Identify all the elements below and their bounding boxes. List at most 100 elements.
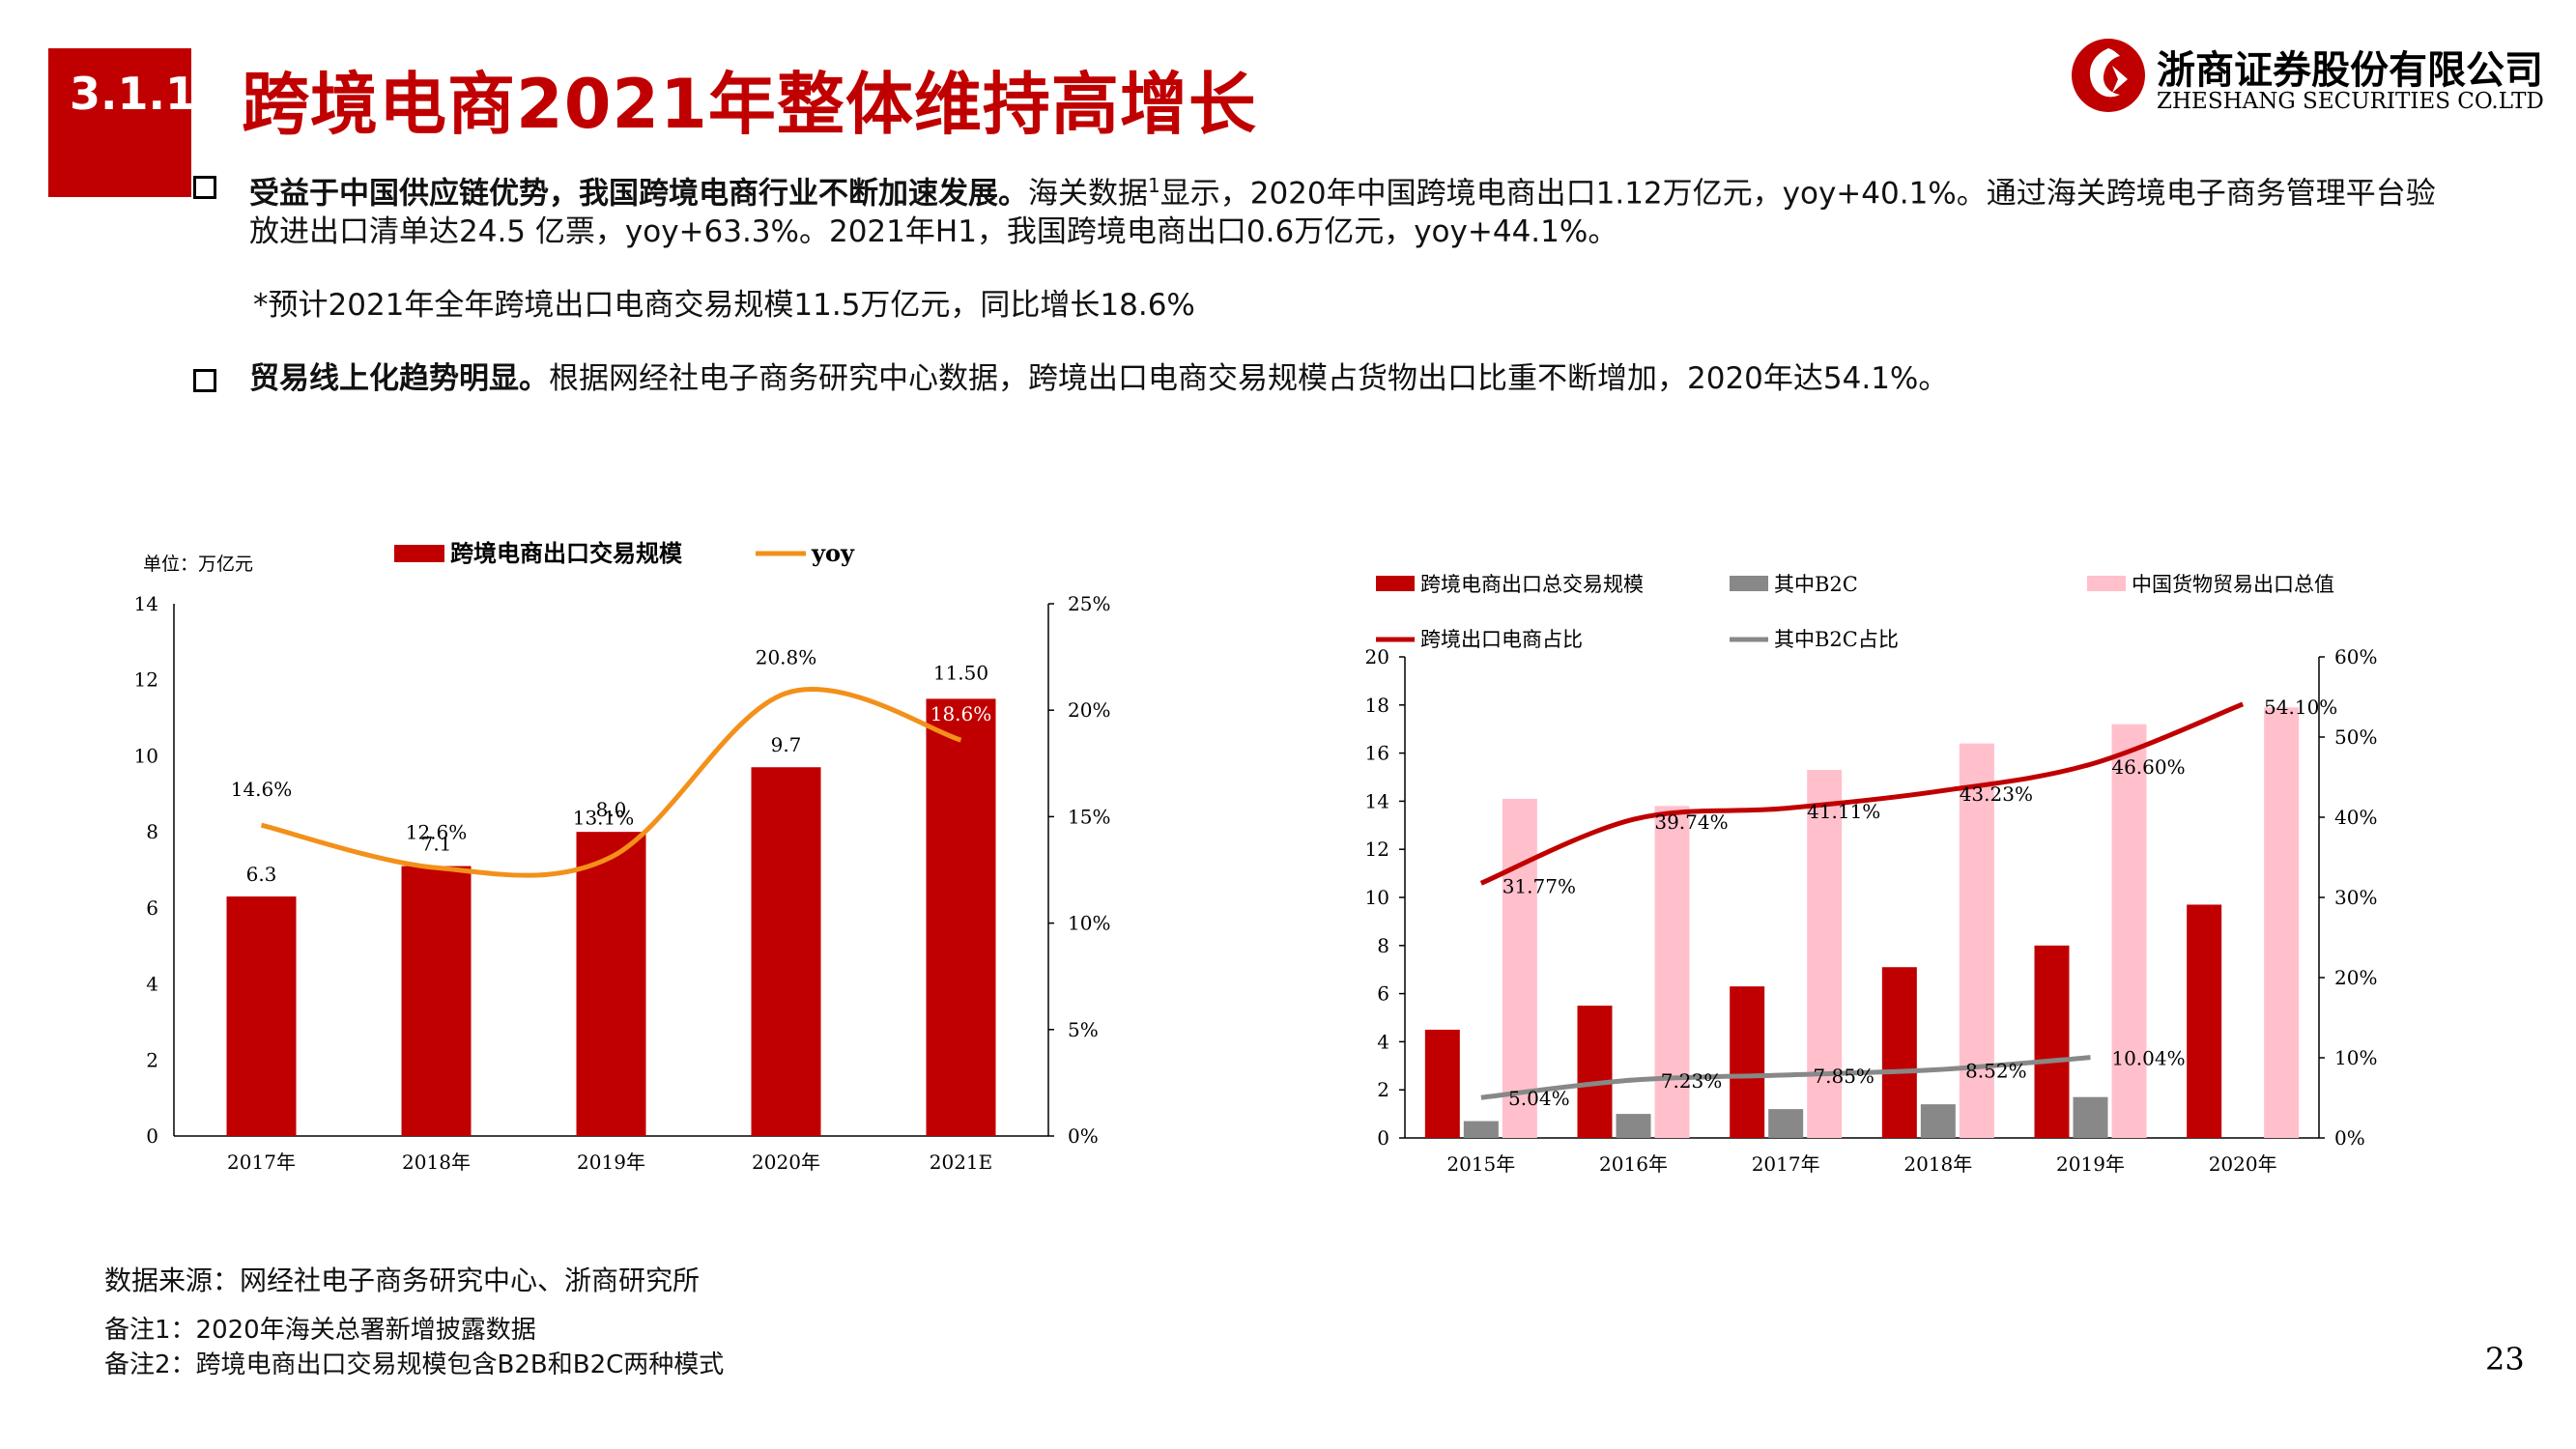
bar-value-label: 11.50 bbox=[933, 661, 988, 684]
footnote-2: 备注2：跨境电商出口交易规模包含B2B和B2C两种模式 bbox=[104, 1350, 725, 1379]
legend-swatch-total bbox=[1376, 576, 1415, 591]
share-value-label: 41.11% bbox=[1807, 800, 1880, 823]
bar-goods-export bbox=[1502, 798, 1537, 1138]
unit-label: 单位：万亿元 bbox=[143, 554, 253, 575]
y-tick-right-label: 10% bbox=[1068, 912, 1110, 935]
section-number: 3.1.1 bbox=[70, 68, 196, 120]
bar-total-scale bbox=[2034, 945, 2070, 1138]
x-tick-label: 2021E bbox=[930, 1151, 993, 1174]
bar-total-scale bbox=[1881, 967, 1917, 1138]
bar-goods-export bbox=[1654, 806, 1690, 1138]
section-number-box: 3.1.1 bbox=[48, 48, 196, 197]
bullet-2-text: 根据网经社电子商务研究中心数据，跨境出口电商交易规模占货物出口比重不断增加，20… bbox=[549, 361, 1949, 396]
b2c-share-value-label: 10.04% bbox=[2111, 1047, 2185, 1070]
x-tick-label: 2017年 bbox=[1752, 1152, 1820, 1176]
bar-export-scale bbox=[926, 698, 996, 1136]
bar-b2c bbox=[1616, 1114, 1651, 1138]
legend-label-b2c-share: 其中B2C占比 bbox=[1774, 628, 1899, 651]
y-tick-right-label: 10% bbox=[2334, 1046, 2377, 1069]
bullet-square-icon bbox=[193, 369, 216, 392]
y-tick-left-label: 18 bbox=[1365, 694, 1389, 717]
b2c-share-value-label: 7.23% bbox=[1661, 1069, 1723, 1093]
page-number: 23 bbox=[2485, 1341, 2525, 1378]
legend-swatch-bar bbox=[394, 545, 444, 562]
y-tick-left-label: 0 bbox=[146, 1124, 158, 1148]
share-line bbox=[1479, 701, 2245, 886]
y-tick-left-label: 16 bbox=[1365, 742, 1389, 765]
chart-export-scale: 0 2 4 6 8 10 12 14 0% 5% 10% 15% 20% 25% 单位：万亿元 6.3 7.1 8… bbox=[134, 539, 1111, 1174]
footnote-ref: 1 bbox=[1148, 174, 1160, 197]
y-tick-left-label: 0 bbox=[1377, 1126, 1389, 1150]
share-value-label: 54.10% bbox=[2264, 696, 2337, 719]
data-source: 数据来源：网经社电子商务研究中心、浙商研究所 bbox=[104, 1264, 701, 1296]
bullet-paragraph-1: 受益于中国供应链优势，我国跨境电商行业不断加速发展。海关数据1显示，2020年中… bbox=[249, 166, 2568, 251]
x-tick-label: 2018年 bbox=[402, 1151, 471, 1174]
zheshang-logo-icon bbox=[2072, 39, 2145, 112]
bullet-1-text-b: 显示，2020年中国跨境电商出口1.12万亿元，yoy+40.1%。通过海关跨境… bbox=[1159, 176, 2436, 212]
y-tick-right-label: 15% bbox=[1068, 805, 1110, 828]
y-tick-left-label: 10 bbox=[1365, 886, 1389, 909]
share-value-label: 39.74% bbox=[1654, 810, 1728, 834]
y-tick-left-label: 8 bbox=[146, 820, 158, 843]
estimate-note: *预计2021年全年跨境出口电商交易规模11.5万亿元，同比增长18.6% bbox=[253, 288, 1195, 323]
share-value-label: 46.60% bbox=[2111, 755, 2185, 779]
y-tick-right-label: 20% bbox=[2334, 966, 2377, 989]
bar-export-scale bbox=[226, 896, 297, 1136]
y-tick-left-label: 2 bbox=[1377, 1078, 1389, 1101]
y-tick-right-label: 0% bbox=[1068, 1124, 1099, 1148]
b2c-share-value-label: 5.04% bbox=[1508, 1087, 1570, 1110]
bar-export-scale bbox=[751, 767, 821, 1136]
bar-total-scale bbox=[1424, 1029, 1460, 1138]
bar-total-scale bbox=[2187, 904, 2222, 1138]
bar-export-scale bbox=[576, 832, 646, 1136]
bar-value-label: 6.3 bbox=[246, 863, 277, 886]
y-tick-left-label: 12 bbox=[134, 668, 158, 692]
footnote-1: 备注1：2020年海关总署新增披露数据 bbox=[104, 1316, 536, 1345]
yoy-value-label: 12.6% bbox=[406, 820, 468, 843]
x-tick-label: 2019年 bbox=[2056, 1152, 2125, 1176]
bar-goods-export bbox=[1959, 743, 1994, 1138]
bar-b2c bbox=[2073, 1096, 2108, 1138]
yoy-value-label: 20.8% bbox=[756, 646, 817, 669]
bar-b2c bbox=[1463, 1121, 1499, 1138]
y-tick-right-label: 40% bbox=[2334, 806, 2377, 829]
x-tick-label: 2016年 bbox=[1599, 1152, 1668, 1176]
y-tick-right-label: 25% bbox=[1068, 592, 1110, 615]
legend-swatch-goods bbox=[2087, 576, 2126, 591]
x-tick-label: 2017年 bbox=[227, 1151, 296, 1174]
y-tick-left-label: 6 bbox=[146, 896, 158, 920]
legend-swatch-b2c bbox=[1730, 576, 1768, 591]
legend-label-goods: 中国货物贸易出口总值 bbox=[2132, 573, 2334, 596]
bar-goods-export bbox=[2264, 707, 2300, 1138]
y-tick-left-label: 6 bbox=[1377, 982, 1389, 1006]
y-tick-right-label: 50% bbox=[2334, 725, 2377, 749]
bar-total-scale bbox=[1730, 986, 1765, 1138]
bullet-2-bold: 贸易线上化趋势明显。 bbox=[249, 361, 549, 396]
yoy-value-label: 14.6% bbox=[231, 778, 293, 801]
yoy-value-label: 13.1% bbox=[573, 806, 635, 829]
x-tick-label: 2018年 bbox=[1903, 1152, 1972, 1176]
bar-value-label: 7.1 bbox=[421, 833, 452, 856]
y-tick-left-label: 20 bbox=[1365, 645, 1389, 668]
legend-label-b2c: 其中B2C bbox=[1774, 573, 1858, 596]
bullet-1-line2: 放进出口清单达24.5 亿票，yoy+63.3%。2021年H1，我国跨境电商出… bbox=[249, 214, 1618, 250]
bar-total-scale bbox=[1577, 1006, 1613, 1138]
y-tick-left-label: 12 bbox=[1365, 838, 1389, 861]
chart-export-share: 0 2 4 6 8 10 12 14 16 18 20 0% 10% 20% 30% 40% 50% 60% 201… bbox=[1365, 573, 2378, 1176]
bar-export-scale bbox=[401, 866, 472, 1136]
y-tick-right-label: 30% bbox=[2334, 886, 2377, 909]
y-tick-right-label: 0% bbox=[2334, 1126, 2365, 1150]
y-tick-left-label: 10 bbox=[134, 744, 158, 767]
y-tick-left-label: 8 bbox=[1377, 934, 1389, 957]
x-tick-label: 2015年 bbox=[1446, 1152, 1515, 1176]
b2c-share-value-label: 8.52% bbox=[1965, 1059, 2027, 1082]
bullet-paragraph-2: 贸易线上化趋势明显。根据网经社电子商务研究中心数据，跨境出口电商交易规模占货物出… bbox=[249, 359, 2568, 398]
bar-value-label: 9.7 bbox=[771, 733, 802, 756]
company-name-cn: 浙商证券股份有限公司 bbox=[2157, 48, 2543, 93]
bar-goods-export bbox=[1807, 770, 1843, 1138]
b2c-share-value-label: 7.85% bbox=[1813, 1065, 1875, 1088]
legend-label-line: yoy bbox=[811, 539, 855, 567]
x-tick-label: 2020年 bbox=[2209, 1152, 2277, 1176]
bullet-1-bold: 受益于中国供应链优势，我国跨境电商行业不断加速发展。 bbox=[249, 176, 1028, 212]
legend-label-bar: 跨境电商出口交易规模 bbox=[450, 539, 683, 567]
